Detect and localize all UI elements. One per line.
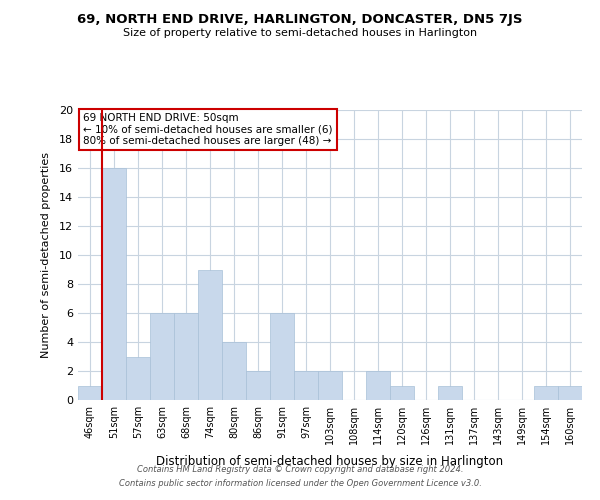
Bar: [126, 356, 150, 400]
Bar: [150, 313, 174, 400]
Y-axis label: Number of semi-detached properties: Number of semi-detached properties: [41, 152, 50, 358]
Bar: [270, 313, 294, 400]
Bar: [318, 371, 342, 400]
Text: Contains HM Land Registry data © Crown copyright and database right 2024.
Contai: Contains HM Land Registry data © Crown c…: [119, 466, 481, 487]
Bar: [102, 168, 126, 400]
Bar: [558, 386, 582, 400]
Text: 69 NORTH END DRIVE: 50sqm
← 10% of semi-detached houses are smaller (6)
80% of s: 69 NORTH END DRIVE: 50sqm ← 10% of semi-…: [83, 113, 332, 146]
Bar: [174, 313, 198, 400]
Bar: [438, 386, 462, 400]
X-axis label: Distribution of semi-detached houses by size in Harlington: Distribution of semi-detached houses by …: [157, 455, 503, 468]
Bar: [222, 342, 246, 400]
Bar: [246, 371, 270, 400]
Bar: [78, 386, 102, 400]
Bar: [366, 371, 390, 400]
Bar: [534, 386, 558, 400]
Text: 69, NORTH END DRIVE, HARLINGTON, DONCASTER, DN5 7JS: 69, NORTH END DRIVE, HARLINGTON, DONCAST…: [77, 12, 523, 26]
Bar: [390, 386, 414, 400]
Bar: [294, 371, 318, 400]
Text: Size of property relative to semi-detached houses in Harlington: Size of property relative to semi-detach…: [123, 28, 477, 38]
Bar: [198, 270, 222, 400]
